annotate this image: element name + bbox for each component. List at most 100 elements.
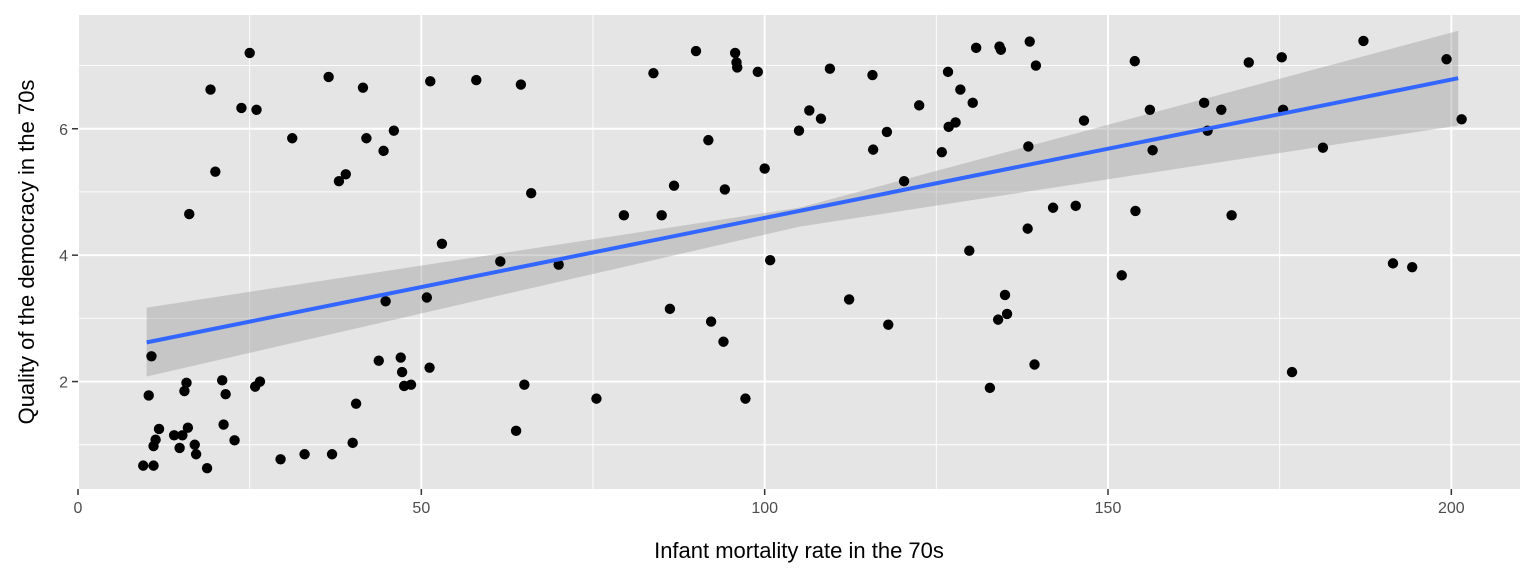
y-axis-title: Quality of the democracy in the 70s (14, 80, 39, 425)
data-point (333, 176, 345, 187)
data-point (357, 82, 369, 93)
data-point (395, 352, 406, 363)
data-point (217, 375, 228, 386)
data-point (421, 292, 433, 303)
data-point (1286, 366, 1298, 378)
data-point (719, 184, 731, 195)
y-tick-label: 6 (59, 122, 68, 139)
data-point (995, 44, 1007, 55)
data-point (942, 66, 954, 78)
regression-line-path (146, 76, 1459, 345)
data-point (718, 336, 729, 347)
data-point (1441, 54, 1452, 65)
data-point (668, 180, 680, 191)
x-tick-label: 50 (412, 500, 430, 517)
data-point (146, 351, 157, 362)
data-point (664, 303, 676, 315)
data-point (1216, 104, 1227, 116)
data-point (436, 238, 448, 249)
data-point (244, 47, 255, 59)
data-point (984, 382, 996, 394)
y-axis-ticks: 2 4 6 (59, 122, 78, 392)
data-point (495, 256, 506, 267)
data-point (184, 208, 195, 220)
data-point (881, 126, 893, 138)
data-point (1024, 36, 1035, 47)
data-point (955, 84, 966, 95)
data-point (174, 442, 185, 454)
data-point (405, 379, 417, 390)
data-point (510, 425, 522, 437)
data-point (964, 245, 975, 256)
data-point (732, 62, 743, 73)
data-point (138, 460, 149, 471)
data-point (424, 362, 435, 373)
data-point (648, 67, 659, 79)
data-point (201, 462, 213, 474)
data-point (378, 145, 389, 157)
data-point (656, 210, 667, 221)
data-point (815, 113, 827, 124)
data-point (1276, 52, 1287, 63)
data-point (326, 449, 338, 460)
data-point (867, 144, 879, 155)
data-point (759, 163, 770, 174)
data-point (970, 42, 982, 54)
y-tick-label: 2 (59, 375, 68, 392)
data-point (205, 84, 216, 95)
data-point (752, 66, 763, 78)
data-point (189, 439, 200, 450)
data-point (471, 74, 482, 86)
data-point (591, 393, 602, 404)
data-point (340, 169, 351, 180)
data-point (396, 366, 408, 378)
data-point (347, 437, 358, 449)
data-point (181, 377, 192, 389)
data-point (251, 104, 262, 116)
data-point (804, 105, 815, 116)
data-point (519, 379, 530, 390)
data-point (1130, 205, 1141, 217)
data-point (1070, 200, 1081, 212)
data-point (168, 430, 180, 441)
data-point (1387, 258, 1399, 269)
data-point (1129, 55, 1140, 67)
data-point (936, 146, 948, 158)
data-point (764, 255, 776, 266)
data-point (190, 449, 202, 460)
x-tick-label: 150 (1095, 500, 1122, 517)
data-point (1078, 115, 1090, 126)
data-point (703, 134, 714, 146)
data-point (898, 176, 910, 187)
x-tick-label: 0 (74, 500, 83, 517)
data-point (1001, 308, 1013, 320)
data-point (425, 76, 436, 87)
data-point (1147, 145, 1158, 156)
data-point (967, 97, 978, 109)
data-point (793, 125, 805, 136)
data-point (1116, 270, 1127, 281)
data-point (1317, 142, 1329, 153)
data-point (729, 47, 741, 59)
data-point (179, 385, 190, 397)
data-point (515, 79, 527, 90)
data-point (1047, 202, 1059, 213)
data-point (287, 133, 298, 144)
data-point (1023, 141, 1034, 152)
data-point (236, 102, 247, 114)
regression-line (146, 76, 1459, 345)
data-point (299, 449, 310, 460)
x-tick-label: 200 (1438, 500, 1465, 517)
data-point (380, 296, 391, 307)
data-point (177, 430, 188, 441)
data-point (1029, 359, 1040, 370)
y-tick-label: 4 (59, 248, 68, 265)
data-point (843, 294, 855, 305)
data-point (150, 434, 161, 445)
x-axis-title: Infant mortality rate in the 70s (654, 538, 944, 563)
data-point (740, 393, 751, 404)
data-point (824, 63, 836, 74)
data-point (1030, 60, 1042, 71)
x-tick-label: 100 (751, 500, 778, 517)
data-point (690, 45, 702, 57)
